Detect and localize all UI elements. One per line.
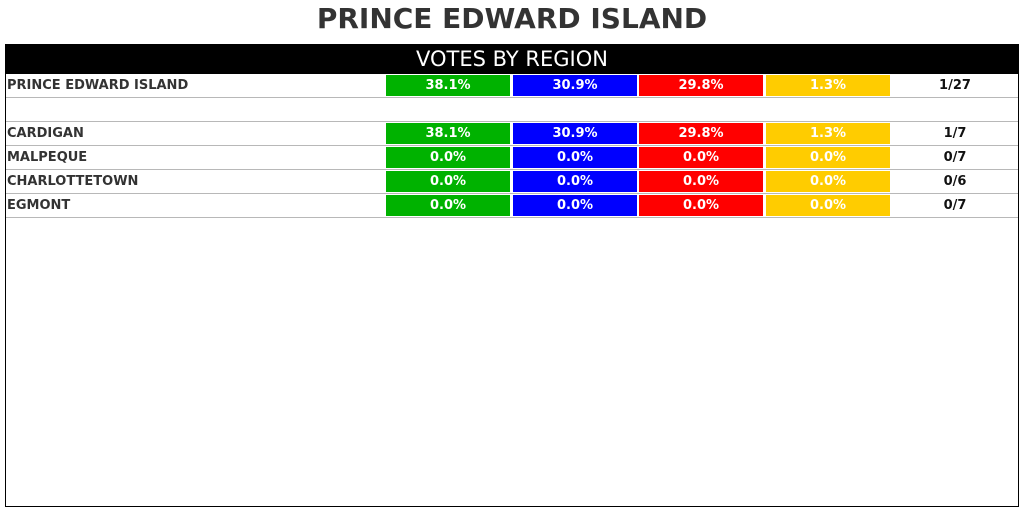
yellow-percent-cell: 0.0% bbox=[766, 195, 890, 216]
red-percent-cell: 29.8% bbox=[639, 75, 763, 96]
red-percent-cell: 0.0% bbox=[639, 147, 763, 168]
red-percent-cell: 0.0% bbox=[639, 171, 763, 192]
red-percent-cell: 29.8% bbox=[639, 123, 763, 144]
yellow-percent-cell: 1.3% bbox=[766, 75, 890, 96]
yellow-percent-cell: 0.0% bbox=[766, 147, 890, 168]
green-percent-cell: 0.0% bbox=[386, 147, 510, 168]
seats-count: 0/7 bbox=[943, 150, 967, 165]
seats-count: 1/27 bbox=[939, 78, 971, 93]
panel-header: VOTES BY REGION bbox=[6, 45, 1018, 74]
green-percent-cell: 38.1% bbox=[386, 123, 510, 144]
green-percent-cell: 38.1% bbox=[386, 75, 510, 96]
votes-panel: VOTES BY REGION PRINCE EDWARD ISLAND 38.… bbox=[5, 44, 1019, 507]
green-percent-cell: 0.0% bbox=[386, 195, 510, 216]
region-name: EGMONT bbox=[7, 198, 71, 213]
table-row-cardigan: CARDIGAN 38.1% 30.9% 29.8% 1.3% 1/7 bbox=[6, 122, 1018, 146]
region-name: PRINCE EDWARD ISLAND bbox=[7, 78, 189, 93]
table-row-egmont: EGMONT 0.0% 0.0% 0.0% 0.0% 0/7 bbox=[6, 194, 1018, 218]
table-row-spacer bbox=[6, 98, 1018, 122]
blue-percent-cell: 0.0% bbox=[513, 171, 637, 192]
page-title: PRINCE EDWARD ISLAND bbox=[316, 2, 708, 35]
seats-count: 0/7 bbox=[943, 198, 967, 213]
blue-percent-cell: 30.9% bbox=[513, 123, 637, 144]
green-percent-cell: 0.0% bbox=[386, 171, 510, 192]
yellow-percent-cell: 0.0% bbox=[766, 171, 890, 192]
seats-count: 0/6 bbox=[943, 174, 967, 189]
region-name: MALPEQUE bbox=[7, 150, 88, 165]
region-name: CARDIGAN bbox=[7, 126, 84, 141]
table-row-charlottetown: CHARLOTTETOWN 0.0% 0.0% 0.0% 0.0% 0/6 bbox=[6, 170, 1018, 194]
table-row-malpeque: MALPEQUE 0.0% 0.0% 0.0% 0.0% 0/7 bbox=[6, 146, 1018, 170]
region-name: CHARLOTTETOWN bbox=[7, 174, 139, 189]
blue-percent-cell: 0.0% bbox=[513, 195, 637, 216]
yellow-percent-cell: 1.3% bbox=[766, 123, 890, 144]
red-percent-cell: 0.0% bbox=[639, 195, 763, 216]
blue-percent-cell: 0.0% bbox=[513, 147, 637, 168]
blue-percent-cell: 30.9% bbox=[513, 75, 637, 96]
seats-count: 1/7 bbox=[943, 126, 967, 141]
table-row-province: PRINCE EDWARD ISLAND 38.1% 30.9% 29.8% 1… bbox=[6, 74, 1018, 98]
